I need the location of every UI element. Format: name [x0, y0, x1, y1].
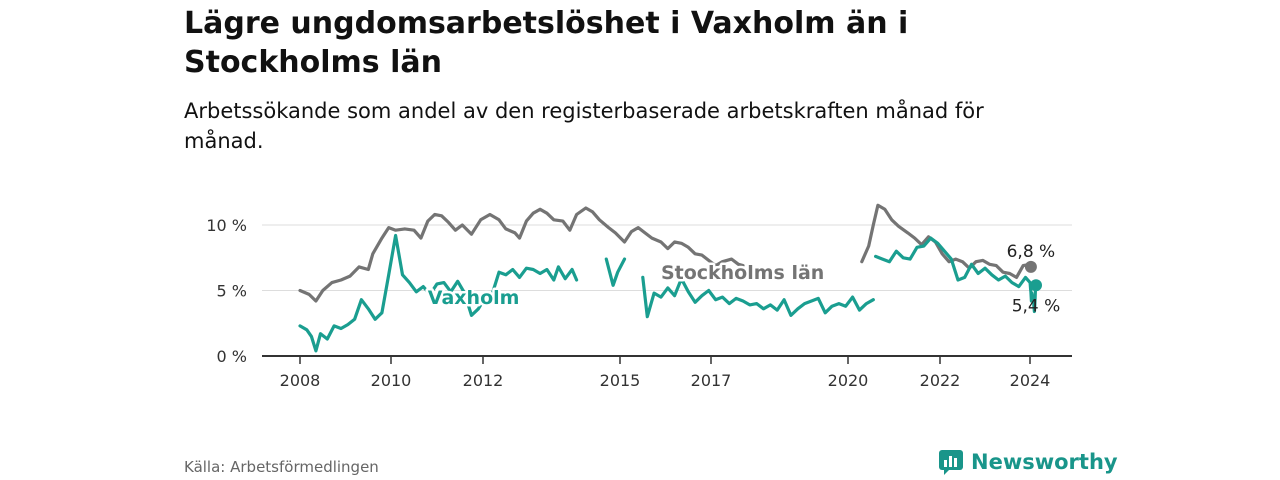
vaxholm-label: Vaxholm: [428, 287, 520, 309]
x-axis: 2008 2010 2012 2015 2017 2020 2022 2024: [262, 355, 1072, 390]
vaxholm-line: [298, 233, 579, 353]
stockholm-line: [860, 203, 1033, 279]
brand-name: Newsworthy: [971, 450, 1118, 474]
series-lines: [298, 203, 1042, 353]
y-tick-label: 10 %: [206, 216, 247, 235]
chart-subtitle: Arbetssökande som andel av den registerb…: [184, 99, 984, 153]
vaxholm-end-dot: [1030, 279, 1042, 292]
x-tick-label: 2008: [280, 371, 321, 390]
vaxholm-end-value: 5,4 %: [1012, 296, 1061, 316]
x-tick-label: 2012: [463, 371, 504, 390]
chart-title: Lägre ungdomsarbetslöshet i Vaxholm än i…: [184, 6, 909, 80]
line-chart: 0 %5 %10 % 2008 2010 2012 2015 2017 2020 2022 2…: [206, 203, 1072, 390]
x-tick-label: 2020: [828, 371, 869, 390]
vaxholm-line: [604, 257, 627, 287]
vaxholm-line: [873, 236, 1038, 314]
source-note: Källa: Arbetsförmedlingen: [184, 458, 379, 476]
newsworthy-brand[interactable]: Newsworthy: [938, 449, 1118, 475]
series-label-halo: Stockholms län: [661, 262, 824, 284]
stockholm-label: Stockholms län: [661, 262, 824, 284]
vaxholm-line: [641, 275, 875, 319]
x-tick-label: 2015: [600, 371, 641, 390]
x-tick-label: 2010: [371, 371, 412, 390]
stockholm-end-dot: [1024, 260, 1037, 273]
x-tick-label: 2022: [920, 371, 961, 390]
newsworthy-logo-icon: [939, 450, 963, 475]
y-tick-label: 5 %: [217, 282, 247, 301]
x-tick-label: 2024: [1010, 371, 1051, 390]
series-label-halo: Vaxholm: [428, 287, 520, 309]
stockholm-end-value: 6,8 %: [1007, 242, 1056, 262]
gridlines: 0 % 5 % 10 %: [206, 216, 1072, 366]
x-tick-label: 2017: [691, 371, 732, 390]
y-tick-label: 0 %: [217, 347, 247, 366]
stockholm-line: [298, 206, 745, 303]
